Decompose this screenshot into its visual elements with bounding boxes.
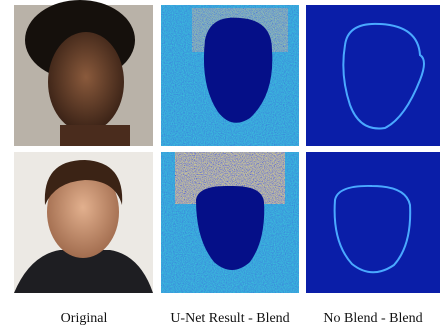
photo-original-1: [14, 0, 153, 146]
caption: No Blend - Blend: [323, 311, 422, 326]
caption: U-Net Result - Blend: [170, 311, 289, 326]
heatmap-unet-2: [161, 152, 299, 293]
heatmap-background: [306, 5, 440, 146]
neck: [60, 125, 130, 146]
face: [48, 32, 124, 132]
heatmap-noblend-1: [306, 5, 440, 146]
photo-original-2: [14, 152, 153, 293]
figure: Original U-Net Result - Blend No Blend -…: [0, 0, 442, 329]
caption: Original: [61, 311, 108, 326]
heatmap-unet-1: [161, 5, 299, 146]
heatmap-noblend-2: [306, 152, 440, 293]
